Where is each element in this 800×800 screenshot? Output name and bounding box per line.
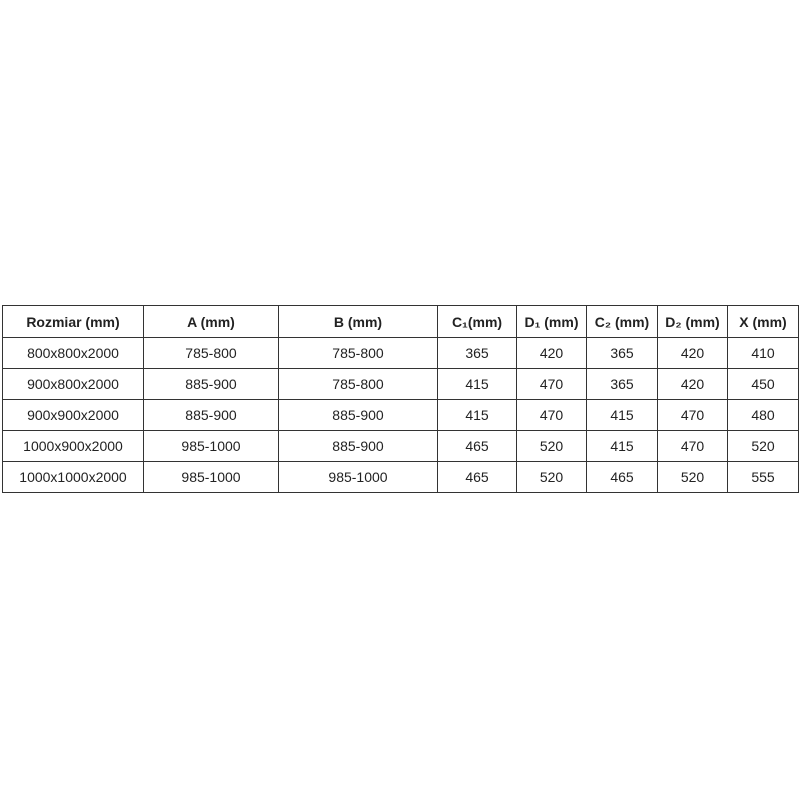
column-header: A (mm) (143, 305, 279, 338)
column-header: B (mm) (278, 305, 438, 338)
table-cell: 415 (437, 368, 517, 400)
table-cell: 520 (516, 461, 587, 493)
table-cell: 420 (657, 337, 728, 369)
column-header: D₁ (mm) (516, 305, 587, 338)
table-cell: 465 (437, 430, 517, 462)
table-row: 900x900x2000 885-900 885-900 415 470 415 470 48… (2, 399, 799, 431)
table-row: 800x800x2000 785-800 785-800 365 420 365 420 41… (2, 337, 799, 369)
table-cell: 520 (657, 461, 728, 493)
table-cell: 985-1000 (143, 461, 279, 493)
table-cell: 470 (657, 430, 728, 462)
table-cell: 365 (586, 368, 658, 400)
table-cell: 885-900 (143, 368, 279, 400)
table-cell: 420 (657, 368, 728, 400)
table-row: 1000x1000x2000 985-1000 985-1000 465 520 465 5… (2, 461, 799, 493)
table-cell: 900x800x2000 (2, 368, 144, 400)
table-cell: 985-1000 (278, 461, 438, 493)
table-cell: 785-800 (278, 337, 438, 369)
table-cell: 520 (727, 430, 799, 462)
table-cell: 800x800x2000 (2, 337, 144, 369)
table-cell: 470 (516, 368, 587, 400)
table-cell: 1000x1000x2000 (2, 461, 144, 493)
table-cell: 365 (437, 337, 517, 369)
table-row: 1000x900x2000 985-1000 885-900 465 520 415 470… (2, 430, 799, 462)
column-header: D₂ (mm) (657, 305, 728, 338)
table-cell: 985-1000 (143, 430, 279, 462)
table-cell: 450 (727, 368, 799, 400)
table-cell: 470 (516, 399, 587, 431)
table-cell: 415 (437, 399, 517, 431)
table-cell: 885-900 (278, 430, 438, 462)
table-cell: 885-900 (143, 399, 279, 431)
table-cell: 410 (727, 337, 799, 369)
table-cell: 465 (586, 461, 658, 493)
table-row: 900x800x2000 885-900 785-800 415 470 365 420 45… (2, 368, 799, 400)
dimensions-table: Rozmiar (mm) A (mm) B (mm) C₁(mm) D₁ (mm) C₂ … (2, 305, 799, 493)
table-cell: 885-900 (278, 399, 438, 431)
table-cell: 420 (516, 337, 587, 369)
table-cell: 470 (657, 399, 728, 431)
header-row: Rozmiar (mm) A (mm) B (mm) C₁(mm) D₁ (mm) C₂ … (2, 305, 799, 338)
table-cell: 465 (437, 461, 517, 493)
table-cell: 900x900x2000 (2, 399, 144, 431)
column-header: Rozmiar (mm) (2, 305, 144, 338)
table-cell: 1000x900x2000 (2, 430, 144, 462)
table-cell: 480 (727, 399, 799, 431)
table-cell: 785-800 (278, 368, 438, 400)
table-cell: 785-800 (143, 337, 279, 369)
table-cell: 415 (586, 430, 658, 462)
column-header: X (mm) (727, 305, 799, 338)
table-cell: 555 (727, 461, 799, 493)
column-header: C₂ (mm) (586, 305, 658, 338)
column-header: C₁(mm) (437, 305, 517, 338)
table-cell: 520 (516, 430, 587, 462)
table-cell: 415 (586, 399, 658, 431)
table-cell: 365 (586, 337, 658, 369)
